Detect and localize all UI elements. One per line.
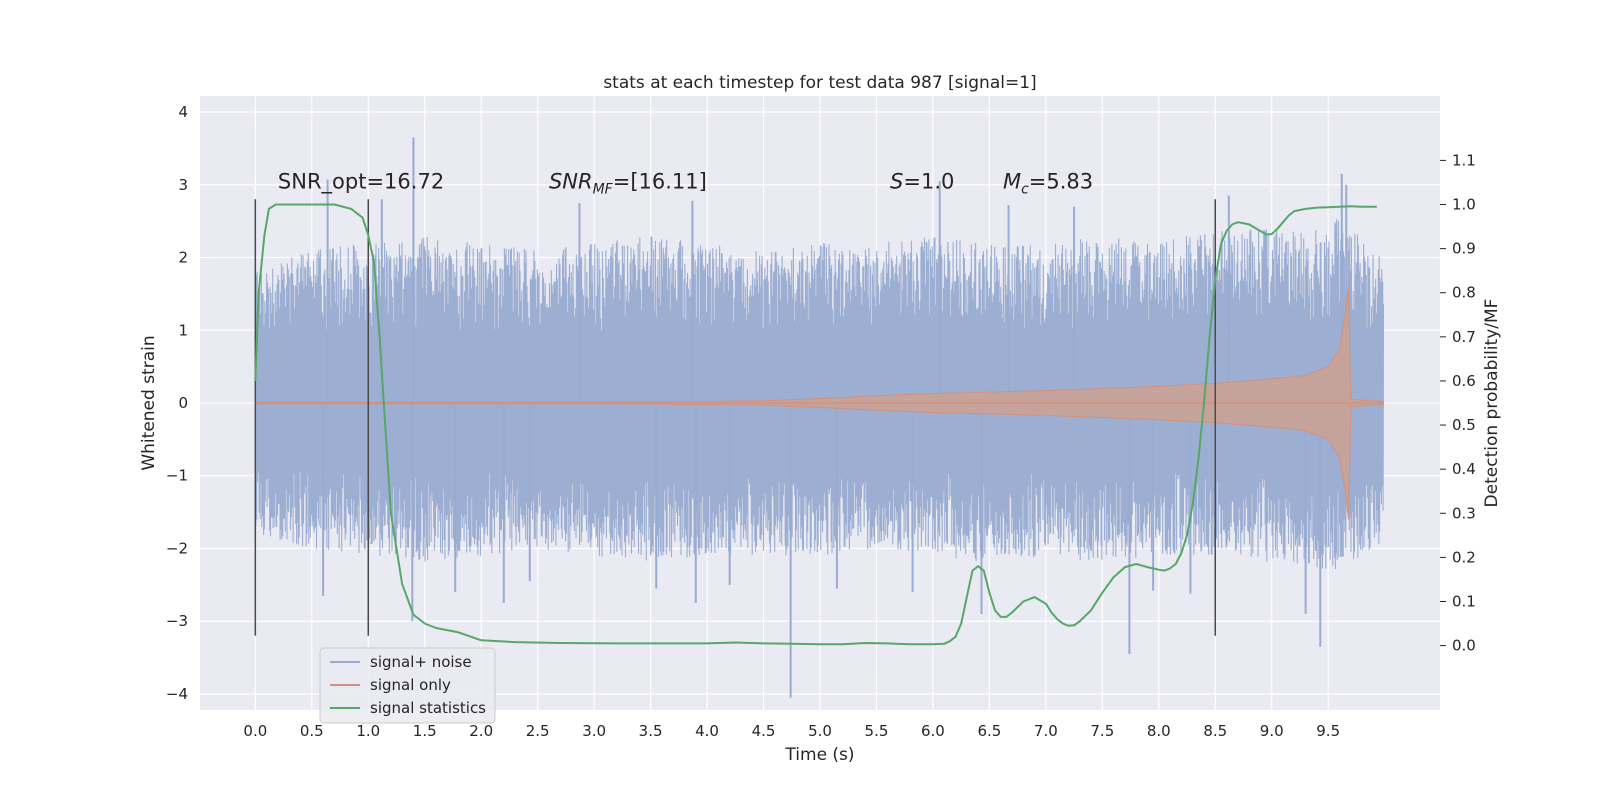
y-axis-label: Whitened strain <box>139 335 159 470</box>
x-tick-label: 5.0 <box>808 722 832 740</box>
y-tick-label: 1 <box>178 321 188 339</box>
y-tick-label: −4 <box>166 685 188 703</box>
x-tick-label: 3.0 <box>582 722 606 740</box>
annotations: SNR_opt=16.72 SNRMF=[16.11] S=1.0 Mc=5.83 <box>278 169 1093 197</box>
right-y-tick-label: 0.2 <box>1452 548 1476 566</box>
x-tick-label: 3.5 <box>639 722 663 740</box>
legend-box <box>319 647 496 724</box>
x-tick-label: 7.0 <box>1034 722 1058 740</box>
y-tick-label: −1 <box>166 467 188 485</box>
annotation-snr-mf: SNRMF=[16.11] <box>549 169 707 197</box>
x-tick-label: 7.5 <box>1090 722 1114 740</box>
series-signal-plus-noise <box>254 137 1385 698</box>
y-tick-label: 3 <box>178 176 188 194</box>
y-tick-label: −3 <box>166 612 188 630</box>
y-tick-label: 0 <box>178 394 188 412</box>
x-tick-label: 8.5 <box>1203 722 1227 740</box>
right-y-tick-label: 0.1 <box>1452 592 1476 610</box>
right-y-tick-label: 0.9 <box>1452 240 1476 258</box>
annotation-mc-value: Mc=5.83 <box>1003 169 1093 197</box>
y-axis-ticks: 4 3 2 1 0 −1 −2 −3 −4 <box>166 103 188 703</box>
right-y-tick-label: 1.1 <box>1452 151 1476 169</box>
chart-title: stats at each timestep for test data 987… <box>603 73 1036 93</box>
x-axis-label: Time (s) <box>784 745 854 765</box>
x-tick-label: 9.5 <box>1316 722 1340 740</box>
x-tick-label: 8.0 <box>1147 722 1171 740</box>
x-tick-label: 4.5 <box>752 722 776 740</box>
right-y-tick-label: 0.5 <box>1452 416 1476 434</box>
y-tick-label: 2 <box>178 249 188 267</box>
x-tick-label: 2.5 <box>526 722 550 740</box>
series-signal-statistics <box>254 203 1377 646</box>
right-y-tick-label: 0.3 <box>1452 504 1476 522</box>
legend-label-stats: signal statistics <box>370 699 486 717</box>
legend-label-signal: signal only <box>370 676 451 694</box>
y-tick-label: −2 <box>166 539 188 557</box>
x-tick-label: 9.0 <box>1260 722 1284 740</box>
x-tick-label: 6.5 <box>977 722 1001 740</box>
series-signal-only <box>254 286 1384 520</box>
x-tick-label: 0.5 <box>300 722 324 740</box>
x-tick-label: 0.0 <box>243 722 267 740</box>
right-y-axis-ticks: 1.1 1.0 0.9 0.8 0.7 0.6 0.5 0.4 0.3 0.2 0.1 0.0 <box>1440 151 1476 655</box>
x-axis-ticks: 0.0 0.5 1.0 1.5 2.0 2.5 3.0 3.5 4.0 4.5 5.0 5.5 6.0 6… <box>243 722 1340 740</box>
x-tick-label: 1.5 <box>413 722 437 740</box>
right-y-tick-label: 0.0 <box>1452 637 1476 655</box>
x-tick-label: 5.5 <box>865 722 889 740</box>
right-y-tick-label: 0.7 <box>1452 328 1476 346</box>
legend: signal+ noise signal only signal statist… <box>319 647 496 724</box>
x-tick-label: 6.0 <box>921 722 945 740</box>
x-tick-label: 1.0 <box>356 722 380 740</box>
x-tick-label: 2.0 <box>469 722 493 740</box>
legend-label-noise: signal+ noise <box>370 653 472 671</box>
annotation-snr-opt: SNR_opt=16.72 <box>278 169 444 194</box>
annotation-s-value: S=1.0 <box>890 169 954 193</box>
right-y-tick-label: 1.0 <box>1452 196 1476 214</box>
stats-line <box>254 203 1377 646</box>
event-markers <box>254 199 1217 636</box>
right-y-tick-label: 0.8 <box>1452 284 1476 302</box>
right-y-tick-label: 0.4 <box>1452 460 1476 478</box>
right-y-tick-label: 0.6 <box>1452 372 1476 390</box>
noise-trace <box>254 219 1385 570</box>
right-y-axis-label: Detection probability/MF <box>1482 299 1502 508</box>
x-tick-label: 4.0 <box>695 722 719 740</box>
y-tick-label: 4 <box>178 103 188 121</box>
